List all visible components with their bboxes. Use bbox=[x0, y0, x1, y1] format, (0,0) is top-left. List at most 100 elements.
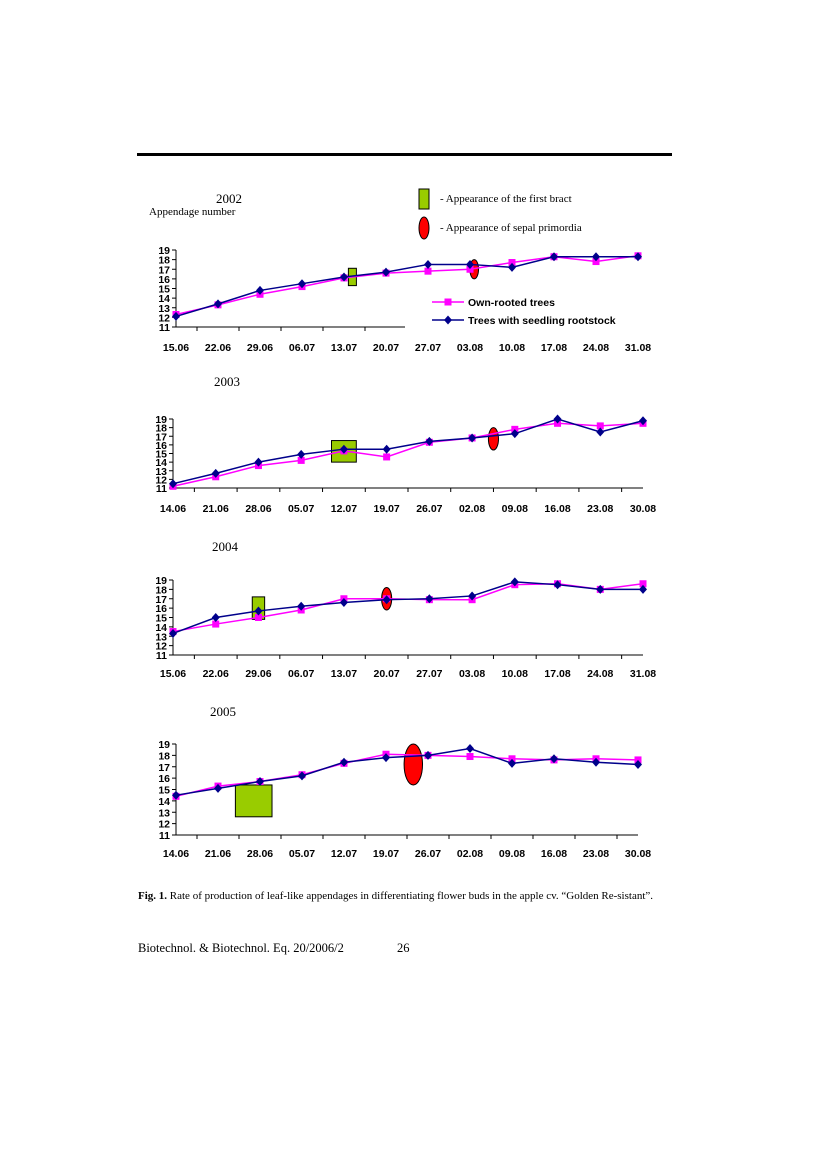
y-tick-label: 19 bbox=[158, 739, 170, 751]
y-tick-label: 19 bbox=[155, 414, 167, 426]
x-tick-label: 02.08 bbox=[459, 503, 485, 515]
y-tick-label: 13 bbox=[158, 303, 170, 315]
y-tick-label: 14 bbox=[155, 457, 167, 469]
legend-label: Own-rooted trees bbox=[468, 297, 555, 309]
y-tick-label: 11 bbox=[156, 483, 167, 495]
x-tick-label: 09.08 bbox=[502, 503, 528, 515]
point-seedling bbox=[466, 259, 474, 269]
point-own-rooted bbox=[596, 422, 604, 430]
x-tick-label: 15.06 bbox=[163, 342, 189, 354]
y-tick-label: 13 bbox=[155, 631, 167, 643]
y-tick-label: 16 bbox=[158, 274, 170, 286]
point-seedling bbox=[382, 753, 390, 763]
point-seedling bbox=[596, 427, 605, 437]
point-seedling bbox=[169, 628, 177, 638]
point-seedling bbox=[256, 777, 264, 787]
y-tick-label: 14 bbox=[158, 796, 170, 808]
chart-title-2004: 2004 bbox=[212, 539, 238, 554]
point-own-rooted bbox=[508, 259, 516, 267]
y-tick-label: 12 bbox=[155, 641, 167, 653]
y-tick-label: 19 bbox=[155, 575, 167, 587]
footer-journal: Biotechnol. & Biotechnol. Eq. 20/2006/2 bbox=[138, 941, 344, 955]
point-seedling bbox=[508, 758, 516, 768]
x-tick-label: 20.07 bbox=[373, 668, 399, 680]
x-tick-label: 21.06 bbox=[205, 848, 231, 860]
header-rule bbox=[137, 153, 672, 156]
x-tick-label: 05.07 bbox=[288, 503, 314, 515]
x-tick-label: 17.08 bbox=[541, 342, 567, 354]
x-tick-label: 31.08 bbox=[625, 342, 651, 354]
x-tick-label: 06.07 bbox=[288, 668, 314, 680]
point-seedling bbox=[510, 577, 519, 587]
point-seedling bbox=[211, 613, 220, 622]
x-tick-label: 27.07 bbox=[415, 342, 441, 354]
point-seedling bbox=[425, 594, 434, 604]
point-seedling bbox=[596, 584, 605, 594]
point-seedling bbox=[297, 601, 306, 611]
series-line-seedling bbox=[172, 581, 643, 635]
point-seedling bbox=[634, 252, 642, 262]
point-own-rooted bbox=[634, 756, 642, 764]
point-seedling bbox=[214, 783, 222, 793]
series-line-seedling bbox=[175, 255, 638, 318]
x-tick-label: 23.08 bbox=[583, 848, 609, 860]
point-own-rooted bbox=[466, 265, 474, 273]
x-tick-label: 23.08 bbox=[587, 503, 613, 515]
point-own-rooted bbox=[424, 267, 432, 275]
x-tick-label: 28.06 bbox=[245, 503, 271, 515]
y-tick-label: 13 bbox=[155, 466, 167, 478]
x-tick-label: 31.08 bbox=[630, 668, 656, 680]
y-tick-label: 18 bbox=[158, 255, 170, 267]
point-seedling bbox=[211, 468, 220, 478]
point-seedling bbox=[468, 591, 477, 601]
point-seedling bbox=[214, 299, 222, 309]
series-line-seedling bbox=[175, 747, 639, 796]
point-seedling bbox=[424, 750, 432, 760]
point-own-rooted bbox=[508, 755, 516, 763]
caption-text: Rate of production of leaf-like appendag… bbox=[167, 890, 654, 902]
chart-title-2003: 2003 bbox=[214, 374, 240, 389]
point-seedling bbox=[639, 584, 647, 594]
point-seedling bbox=[382, 595, 391, 605]
x-tick-label: 29.06 bbox=[245, 668, 271, 680]
point-seedling bbox=[424, 259, 432, 269]
point-seedling bbox=[592, 252, 600, 262]
x-tick-label: 13.07 bbox=[331, 668, 357, 680]
x-tick-label: 17.08 bbox=[544, 668, 570, 680]
point-seedling bbox=[553, 414, 562, 424]
legend-bract: - Appearance of the first bract bbox=[416, 188, 572, 210]
figure-caption: Fig. 1. Rate of production of leaf-like … bbox=[138, 888, 672, 904]
y-tick-label: 11 bbox=[156, 650, 167, 662]
y-tick-label: 18 bbox=[158, 750, 170, 762]
x-tick-label: 27.07 bbox=[416, 668, 442, 680]
x-tick-label: 03.08 bbox=[457, 342, 483, 354]
point-own-rooted bbox=[212, 620, 220, 628]
point-seedling bbox=[340, 757, 348, 767]
x-tick-label: 29.06 bbox=[247, 342, 273, 354]
point-seedling bbox=[298, 771, 306, 781]
y-tick-label: 13 bbox=[158, 807, 170, 819]
y-tick-label: 15 bbox=[155, 613, 167, 625]
y-tick-label: 16 bbox=[155, 440, 167, 452]
y-tick-label: 17 bbox=[155, 594, 167, 606]
point-seedling bbox=[298, 279, 306, 289]
point-seedling bbox=[553, 580, 562, 590]
point-seedling bbox=[254, 606, 263, 616]
legend-symbol-diamond bbox=[444, 315, 452, 325]
y-tick-label: 16 bbox=[155, 603, 167, 615]
point-seedling bbox=[172, 311, 180, 321]
point-own-rooted bbox=[383, 453, 391, 461]
x-tick-label: 30.08 bbox=[630, 503, 656, 515]
point-seedling bbox=[339, 444, 348, 454]
legend-sepal: - Appearance of sepal primordia bbox=[416, 215, 582, 241]
sepal-marker-icon bbox=[418, 216, 430, 240]
y-tick-label: 15 bbox=[158, 785, 170, 797]
x-tick-label: 26.07 bbox=[416, 503, 442, 515]
x-tick-label: 12.07 bbox=[331, 503, 357, 515]
point-seedling bbox=[382, 267, 390, 277]
y-tick-label: 12 bbox=[155, 474, 167, 486]
x-tick-label: 12.07 bbox=[331, 848, 357, 860]
x-tick-label: 19.07 bbox=[373, 503, 399, 515]
point-seedling bbox=[634, 759, 642, 769]
point-seedling bbox=[297, 449, 306, 459]
